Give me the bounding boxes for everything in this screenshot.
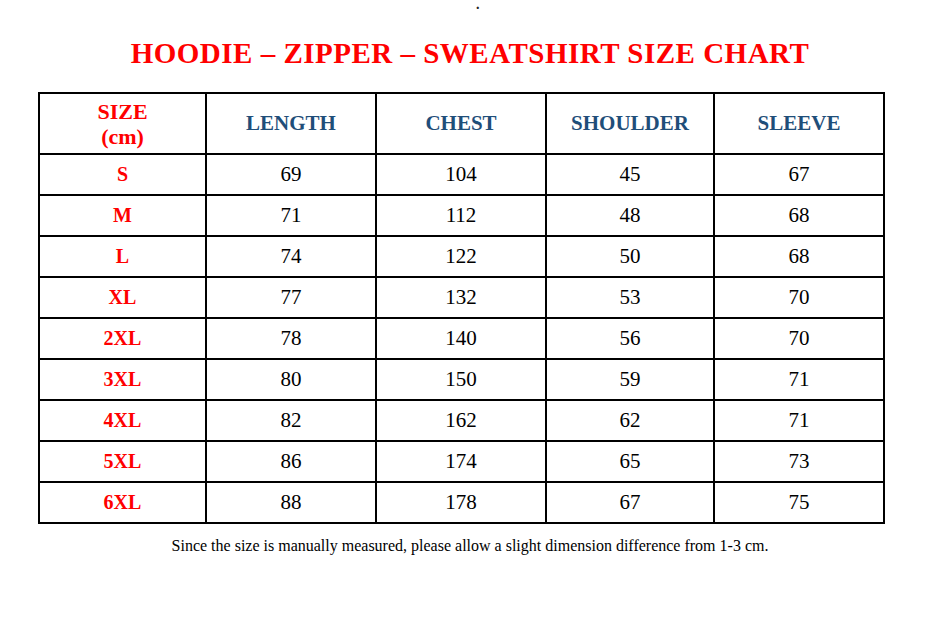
column-header-size-line2: (cm) <box>40 124 205 149</box>
length-cell: 69 <box>206 154 376 195</box>
column-header-length: LENGTH <box>206 93 376 154</box>
size-cell: S <box>39 154 206 195</box>
sleeve-cell: 70 <box>714 318 884 359</box>
shoulder-cell: 59 <box>546 359 714 400</box>
column-header-chest: CHEST <box>376 93 546 154</box>
table-row-6xl: 6XL 88 178 67 75 <box>39 482 884 523</box>
size-cell: M <box>39 195 206 236</box>
chest-cell: 178 <box>376 482 546 523</box>
shoulder-cell: 45 <box>546 154 714 195</box>
length-cell: 71 <box>206 195 376 236</box>
shoulder-cell: 65 <box>546 441 714 482</box>
sleeve-cell: 73 <box>714 441 884 482</box>
size-chart-table: SIZE (cm) LENGTH CHEST SHOULDER SLEEVE S… <box>38 92 885 524</box>
column-header-shoulder: SHOULDER <box>546 93 714 154</box>
size-cell: 6XL <box>39 482 206 523</box>
column-header-size: SIZE (cm) <box>39 93 206 154</box>
length-cell: 78 <box>206 318 376 359</box>
table-header-row: SIZE (cm) LENGTH CHEST SHOULDER SLEEVE <box>39 93 884 154</box>
sleeve-cell: 68 <box>714 195 884 236</box>
sleeve-cell: 75 <box>714 482 884 523</box>
size-cell: 4XL <box>39 400 206 441</box>
chest-cell: 162 <box>376 400 546 441</box>
shoulder-cell: 56 <box>546 318 714 359</box>
shoulder-cell: 53 <box>546 277 714 318</box>
table-row-m: M 71 112 48 68 <box>39 195 884 236</box>
column-header-size-line1: SIZE <box>40 99 205 124</box>
table-row-4xl: 4XL 82 162 62 71 <box>39 400 884 441</box>
chest-cell: 122 <box>376 236 546 277</box>
length-cell: 88 <box>206 482 376 523</box>
length-cell: 82 <box>206 400 376 441</box>
sleeve-cell: 71 <box>714 400 884 441</box>
length-cell: 80 <box>206 359 376 400</box>
chest-cell: 112 <box>376 195 546 236</box>
length-cell: 74 <box>206 236 376 277</box>
size-cell: 2XL <box>39 318 206 359</box>
length-cell: 86 <box>206 441 376 482</box>
chest-cell: 150 <box>376 359 546 400</box>
sleeve-cell: 68 <box>714 236 884 277</box>
chest-cell: 104 <box>376 154 546 195</box>
table-row-5xl: 5XL 86 174 65 73 <box>39 441 884 482</box>
stray-period-mark: . <box>476 0 480 12</box>
chest-cell: 132 <box>376 277 546 318</box>
measurement-disclaimer-note: Since the size is manually measured, ple… <box>0 537 940 555</box>
table-row-3xl: 3XL 80 150 59 71 <box>39 359 884 400</box>
sleeve-cell: 71 <box>714 359 884 400</box>
size-cell: 3XL <box>39 359 206 400</box>
table-row-xl: XL 77 132 53 70 <box>39 277 884 318</box>
shoulder-cell: 62 <box>546 400 714 441</box>
sleeve-cell: 70 <box>714 277 884 318</box>
page-title: HOODIE – ZIPPER – SWEATSHIRT SIZE CHART <box>0 38 940 69</box>
table-row-2xl: 2XL 78 140 56 70 <box>39 318 884 359</box>
size-cell: L <box>39 236 206 277</box>
sleeve-cell: 67 <box>714 154 884 195</box>
chest-cell: 140 <box>376 318 546 359</box>
shoulder-cell: 48 <box>546 195 714 236</box>
length-cell: 77 <box>206 277 376 318</box>
table-row-l: L 74 122 50 68 <box>39 236 884 277</box>
size-cell: XL <box>39 277 206 318</box>
table-row-s: S 69 104 45 67 <box>39 154 884 195</box>
column-header-sleeve: SLEEVE <box>714 93 884 154</box>
chest-cell: 174 <box>376 441 546 482</box>
shoulder-cell: 67 <box>546 482 714 523</box>
size-cell: 5XL <box>39 441 206 482</box>
shoulder-cell: 50 <box>546 236 714 277</box>
